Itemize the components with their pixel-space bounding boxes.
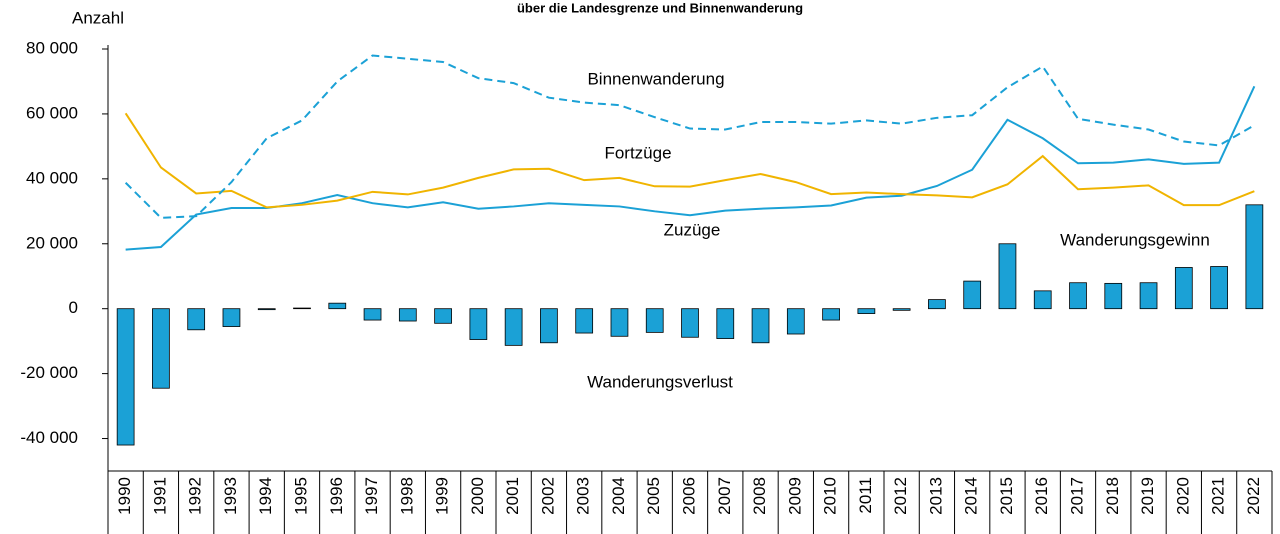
bar <box>963 280 982 310</box>
bar <box>892 308 911 311</box>
x-tick-label: 2020 <box>1173 477 1192 515</box>
x-tick-label: 2013 <box>926 477 945 515</box>
annotation: Wanderungsverlust <box>587 372 733 391</box>
series-label: Binnenwanderung <box>587 69 724 88</box>
bar <box>716 308 735 339</box>
bar <box>1104 282 1123 310</box>
bar <box>187 308 206 331</box>
bar <box>1245 204 1264 310</box>
bar <box>434 308 452 324</box>
bar <box>504 308 523 346</box>
x-tick-label: 2019 <box>1138 477 1157 515</box>
bar <box>786 308 805 335</box>
bar <box>363 308 382 321</box>
x-tick-label: 1990 <box>115 477 134 515</box>
x-tick-label: 2005 <box>644 477 663 515</box>
x-tick-label: 2021 <box>1209 477 1228 515</box>
bar <box>857 308 876 314</box>
x-tick-label: 2009 <box>785 477 804 515</box>
bar <box>1210 266 1228 310</box>
bar <box>928 299 946 310</box>
bar <box>822 308 840 321</box>
x-tick-label: 2002 <box>538 477 557 515</box>
x-tick-label: 1992 <box>186 477 205 515</box>
y-axis-label: Anzahl <box>72 8 124 27</box>
x-tick-label: 2010 <box>821 477 840 515</box>
x-tick-label: 2001 <box>503 477 522 515</box>
x-tick-label: 1996 <box>327 477 346 515</box>
y-tick-label: 60 000 <box>26 103 78 122</box>
bar <box>1069 282 1087 310</box>
y-tick-label: 80 000 <box>26 38 78 57</box>
x-tick-label: 1994 <box>256 477 275 515</box>
x-tick-label: 2017 <box>1067 477 1086 515</box>
bar <box>293 307 311 310</box>
x-tick-label: 1998 <box>397 477 416 515</box>
bar <box>469 308 488 340</box>
bar <box>681 308 699 338</box>
y-tick-label: -40 000 <box>20 428 78 447</box>
x-tick-label: 2011 <box>856 477 875 514</box>
x-tick-label: 2012 <box>891 477 910 515</box>
bar <box>152 308 170 389</box>
x-tick-label: 2022 <box>1244 477 1263 515</box>
x-tick-label: 1993 <box>221 477 240 515</box>
bar <box>222 308 241 327</box>
bar <box>575 308 594 334</box>
x-tick-label: 2015 <box>997 477 1016 515</box>
chart-title: über die Landesgrenze und Binnenwanderun… <box>517 0 803 15</box>
line <box>124 54 1255 219</box>
x-tick-label: 2000 <box>468 477 487 515</box>
bar <box>540 308 558 344</box>
y-tick-label: -20 000 <box>20 363 78 382</box>
bar <box>398 308 417 322</box>
line <box>124 112 1255 209</box>
bar <box>328 302 347 310</box>
x-tick-label: 1999 <box>433 477 452 515</box>
line <box>125 85 1256 251</box>
bar <box>1033 290 1052 310</box>
series-label: Fortzüge <box>604 143 671 162</box>
x-tick-label: 2018 <box>1103 477 1122 515</box>
x-tick-label: 2004 <box>609 477 628 515</box>
x-tick-label: 2008 <box>750 477 769 515</box>
bar <box>751 308 770 344</box>
bar <box>645 308 664 333</box>
x-tick-label: 2007 <box>715 477 734 515</box>
x-tick-label: 2006 <box>679 477 698 515</box>
y-tick-label: 40 000 <box>26 168 78 187</box>
y-tick-label: 0 <box>69 298 78 317</box>
bar <box>257 308 276 311</box>
x-tick-label: 2014 <box>962 477 981 515</box>
x-tick-label: 2016 <box>1032 477 1051 515</box>
bar <box>1139 282 1158 310</box>
bar <box>1174 267 1193 310</box>
bar <box>998 243 1017 310</box>
y-tick-label: 20 000 <box>26 233 78 252</box>
x-tick-label: 1995 <box>291 477 310 515</box>
bar <box>116 308 135 446</box>
x-tick-label: 2003 <box>574 477 593 515</box>
annotation: Wanderungsgewinn <box>1060 230 1210 249</box>
bar <box>610 308 629 337</box>
x-tick-label: 1997 <box>362 477 381 515</box>
x-tick-label: 1991 <box>150 477 169 515</box>
series-label: Zuzüge <box>664 220 721 239</box>
